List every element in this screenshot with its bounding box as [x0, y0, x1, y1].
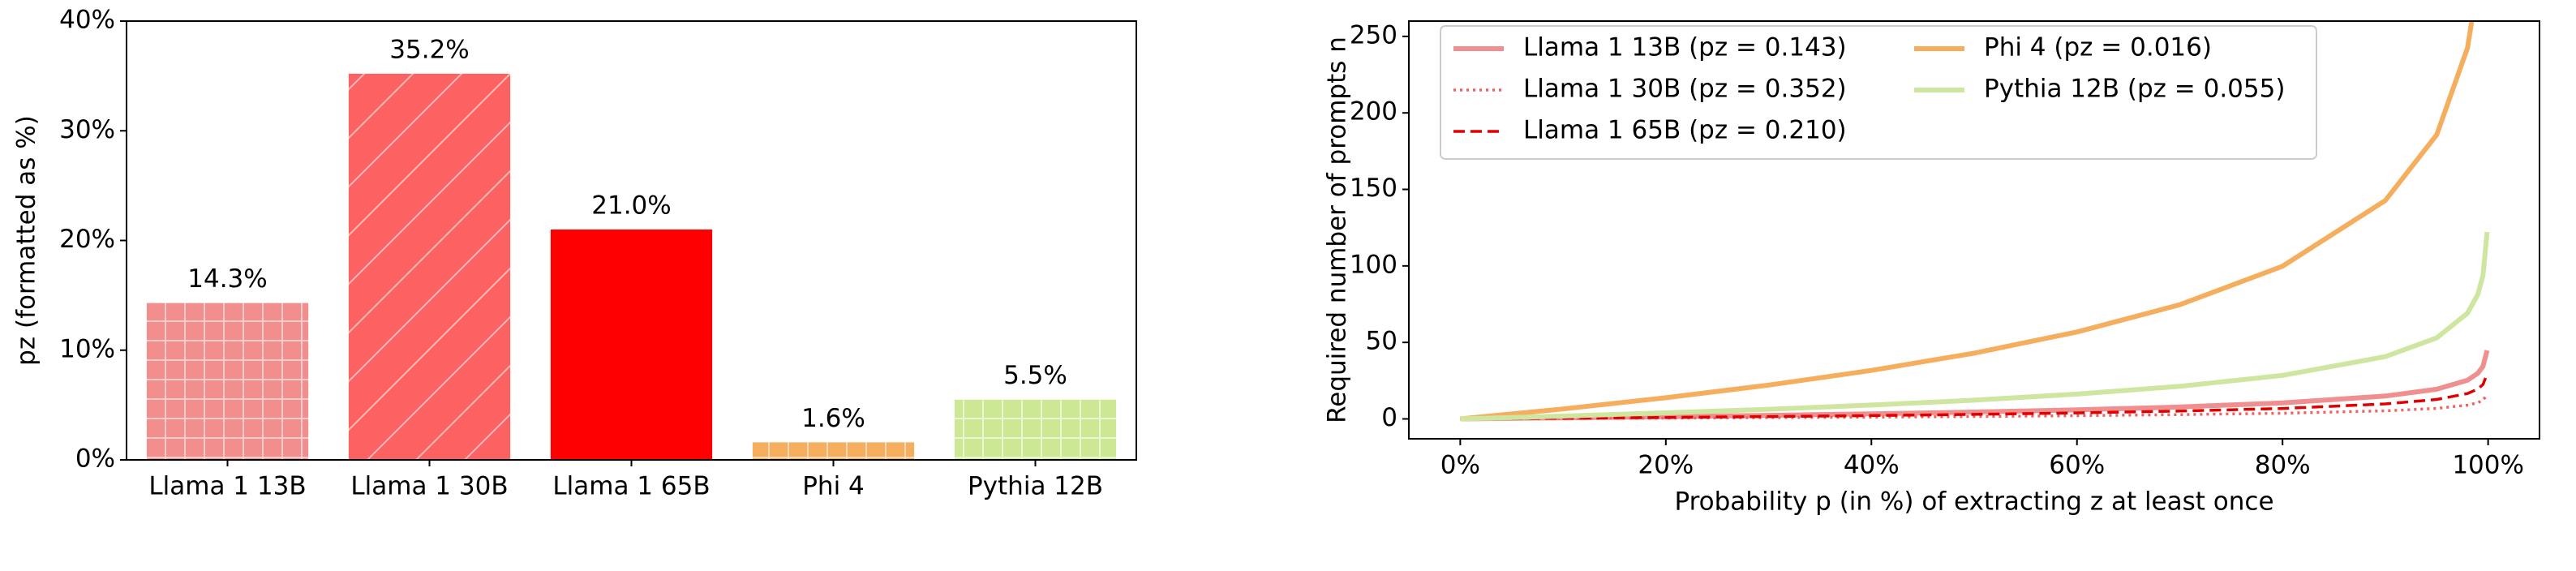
y-tick-label: 0%	[75, 444, 115, 474]
y-tick-label: 150	[1350, 174, 1397, 203]
y-axis-label: pz (formatted as %)	[12, 115, 41, 366]
legend-label: Phi 4 (pz = 0.016)	[1984, 33, 2212, 62]
y-tick-label: 20%	[59, 225, 115, 254]
plot-frame	[126, 20, 1137, 461]
y-tick-label: 30%	[59, 115, 115, 144]
x-tick-label: 100%	[2452, 451, 2524, 480]
x-tick-label: 0%	[1440, 451, 1480, 480]
plot-area	[1460, 21, 2490, 422]
value-label: 1.6%	[801, 404, 865, 433]
y-tick-label: 10%	[59, 334, 115, 363]
x-tick-label: 60%	[2049, 451, 2105, 480]
series-line	[1460, 373, 2489, 421]
legend: Llama 1 13B (pz = 0.143) Llama 1 30B (pz …	[1440, 25, 2317, 160]
x-tick-label: Llama 1 65B	[552, 472, 710, 501]
legend-label: Llama 1 13B (pz = 0.143)	[1523, 33, 1847, 62]
y-tick-label: 40%	[59, 6, 115, 35]
series-line	[1460, 393, 2488, 421]
line-chart: 0 50 100 150 200 250 0% 20% 40% 60% 80% 100% Llama 1…	[1323, 20, 2540, 517]
series-line	[1460, 350, 2490, 422]
x-tick-label: 40%	[1844, 451, 1900, 480]
legend-box	[1440, 25, 2317, 160]
legend-label: Llama 1 65B (pz = 0.210)	[1523, 116, 1847, 145]
y-axis-label: Required number of prompts n	[1323, 36, 1352, 423]
x-tick-label: Llama 1 30B	[350, 472, 508, 501]
y-tick-label: 250	[1350, 20, 1397, 49]
value-label: 21.0%	[591, 191, 671, 220]
bar-hatch	[146, 303, 309, 460]
series-line	[1460, 21, 2475, 422]
y-tick-label: 0	[1381, 403, 1397, 432]
legend-label: Pythia 12B (pz = 0.055)	[1984, 75, 2285, 104]
value-label: 35.2%	[389, 35, 469, 64]
x-tick-label: 20%	[1638, 451, 1694, 480]
plot-frame	[1408, 20, 2540, 440]
series-line	[1460, 231, 2490, 422]
y-tick-label: 50	[1366, 327, 1397, 356]
bar	[550, 229, 713, 460]
bar-hatch	[954, 399, 1117, 460]
x-axis-label: Probability p (in %) of extracting z at …	[1674, 487, 2273, 517]
bar-hatch	[752, 442, 915, 460]
x-tick-label: Llama 1 13B	[148, 472, 306, 501]
x-tick-label: Pythia 12B	[968, 472, 1103, 501]
value-label: 14.3%	[187, 264, 267, 294]
x-tick-label: Phi 4	[802, 472, 865, 501]
y-tick-label: 100	[1350, 250, 1397, 279]
bar-chart: 0% 10% 20% 30% 40% 14.3% Llama 1 13B 35.2% Llama…	[12, 6, 1137, 501]
legend-label: Llama 1 30B (pz = 0.352)	[1523, 75, 1847, 104]
y-tick-label: 200	[1350, 97, 1397, 127]
bar-hatch	[348, 73, 511, 461]
x-tick-label: 80%	[2255, 451, 2311, 480]
value-label: 5.5%	[1003, 361, 1067, 390]
